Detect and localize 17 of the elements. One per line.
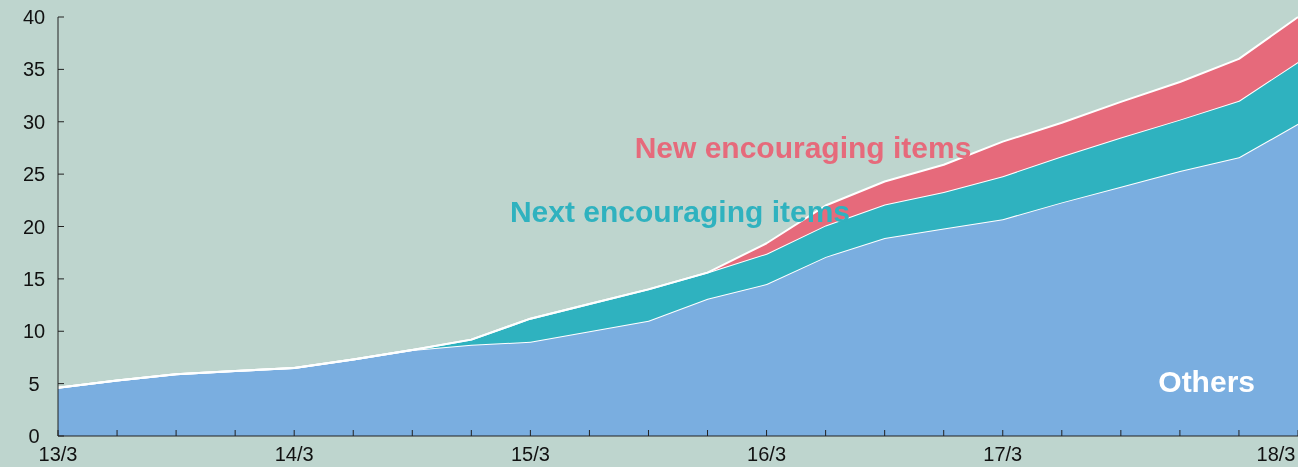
y-tick-label: 0	[28, 425, 40, 447]
y-tick-label: 35	[22, 58, 46, 81]
y-tick-label: 20	[22, 215, 46, 238]
x-tick-label: 16/3	[747, 443, 787, 465]
y-tick-label: 30	[22, 110, 46, 133]
x-tick-label: 17/3	[983, 443, 1023, 465]
y-tick-label: 25	[22, 163, 46, 186]
y-tick-label: 5	[28, 372, 40, 395]
x-tick-label: 14/3	[274, 443, 314, 465]
y-tick-label: 15	[22, 267, 46, 290]
y-tick-label: 10	[22, 320, 46, 343]
series-label: New encouraging items	[634, 131, 972, 164]
x-tick-label: 13/3	[38, 443, 78, 465]
y-tick-label: 40	[22, 6, 46, 28]
x-tick-label: 18/3	[1256, 443, 1296, 465]
series-label: Others	[1158, 365, 1255, 398]
x-tick-label: 15/3	[510, 443, 550, 465]
